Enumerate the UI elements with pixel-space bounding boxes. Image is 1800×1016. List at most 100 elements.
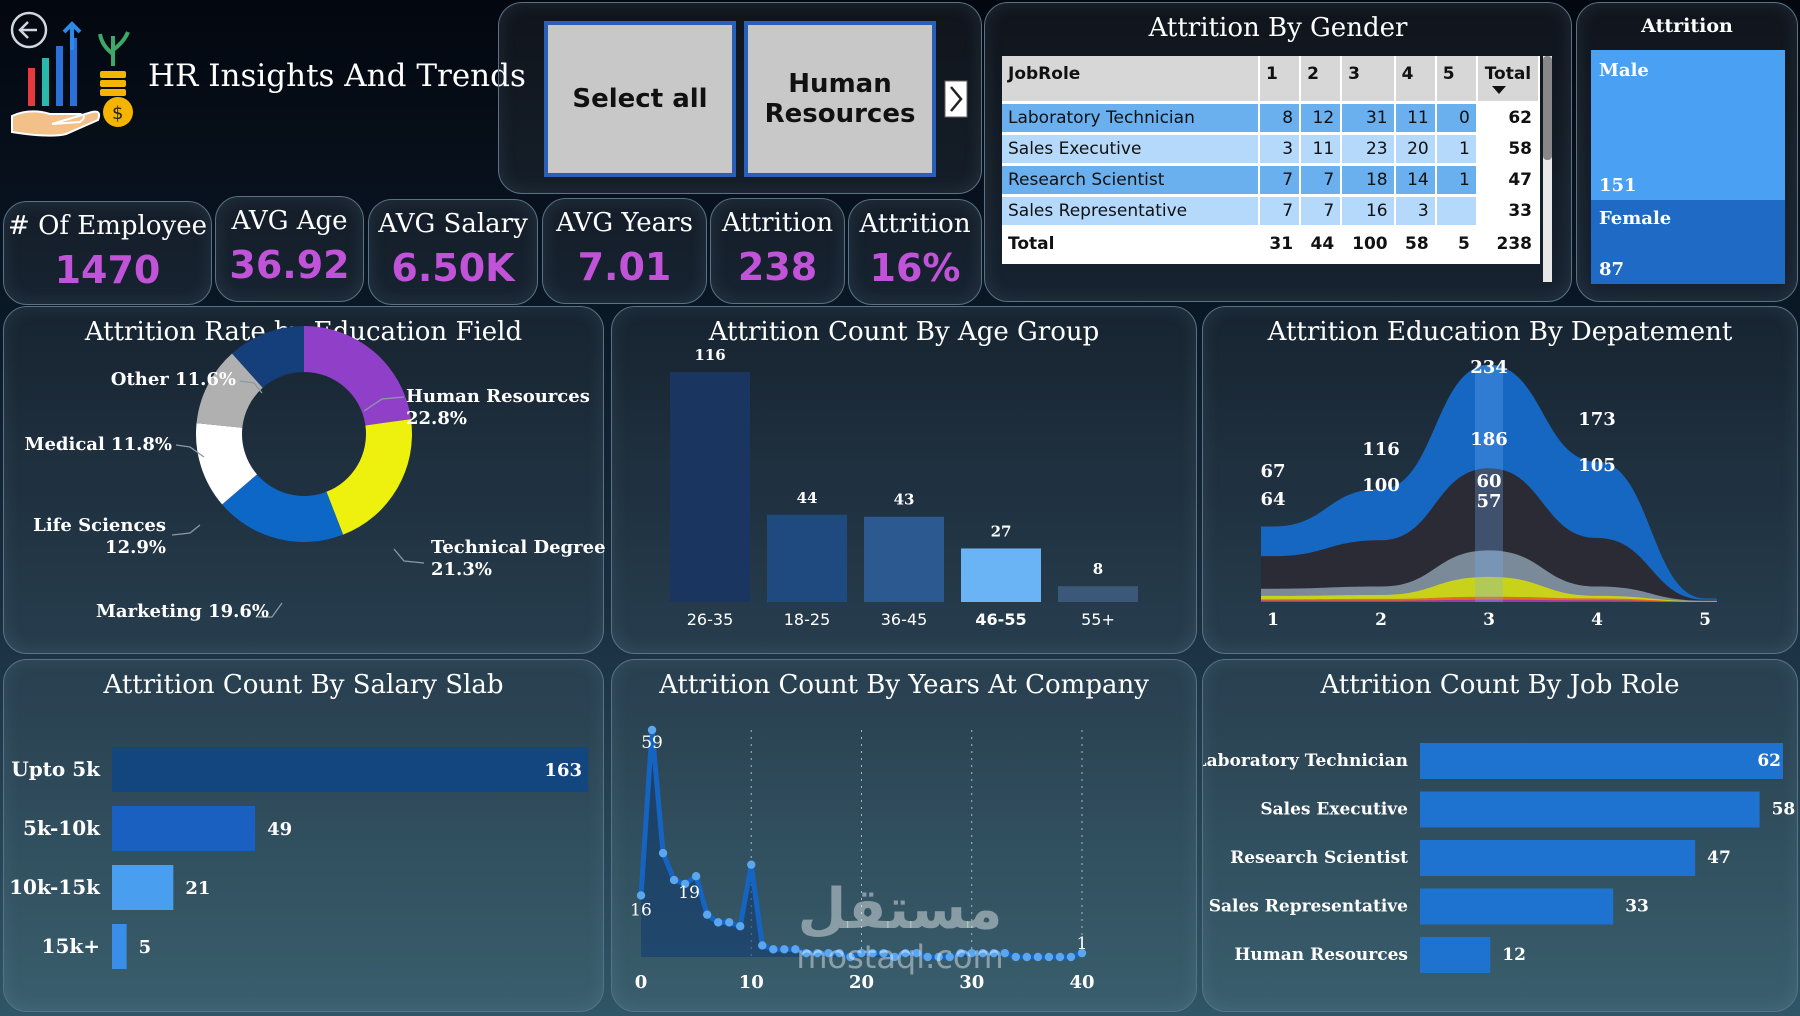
salary-bar[interactable]: [112, 924, 127, 969]
data-point[interactable]: [923, 952, 932, 962]
data-point[interactable]: [1077, 948, 1087, 958]
donut-label: Life Sciences: [33, 515, 166, 536]
table-row[interactable]: Research Scientist 7 7 18 14 1 47: [1002, 164, 1541, 197]
data-point[interactable]: [835, 948, 844, 958]
x-tick-label: 30: [959, 972, 984, 993]
header-col-4[interactable]: 4: [1394, 56, 1437, 104]
kpi-label: AVG Age: [231, 206, 348, 236]
job-role-bar[interactable]: [1420, 743, 1783, 779]
data-point[interactable]: [769, 945, 778, 954]
data-point[interactable]: [736, 922, 745, 931]
job-role-bar[interactable]: [1420, 840, 1696, 876]
job-role-bar[interactable]: [1420, 888, 1614, 925]
data-point[interactable]: [879, 948, 888, 958]
table-scrollbar[interactable]: [1543, 56, 1552, 282]
age-bar[interactable]: [864, 516, 944, 602]
data-point[interactable]: [1011, 952, 1021, 962]
point-label: 1: [1077, 934, 1088, 954]
header-col-1[interactable]: 1: [1258, 56, 1302, 104]
area-layer-4[interactable]: [1261, 576, 1717, 602]
salary-bar[interactable]: [112, 747, 588, 792]
data-point[interactable]: [1022, 952, 1032, 962]
donut-slice-human-resources[interactable]: [304, 326, 411, 426]
data-point[interactable]: [868, 948, 877, 958]
data-point[interactable]: [669, 875, 679, 885]
data-point[interactable]: [846, 952, 855, 962]
header-col-2[interactable]: 2: [1300, 56, 1343, 104]
data-point[interactable]: [967, 948, 976, 958]
data-point[interactable]: [934, 952, 943, 962]
data-point[interactable]: [1044, 952, 1054, 962]
area-layer-3[interactable]: [1261, 550, 1717, 602]
data-point[interactable]: [956, 948, 965, 958]
data-point[interactable]: [1000, 948, 1010, 958]
job-role-bar[interactable]: [1420, 791, 1760, 828]
leader-line: [258, 602, 283, 618]
treemap-male[interactable]: Male 151: [1591, 50, 1785, 200]
row-total: 33: [1476, 195, 1541, 228]
header-jobrole[interactable]: JobRole: [1002, 56, 1260, 104]
salary-bar[interactable]: [112, 865, 174, 910]
data-point[interactable]: [680, 879, 690, 889]
age-bar[interactable]: [961, 548, 1041, 602]
job-role-bar[interactable]: [1420, 937, 1491, 973]
data-point[interactable]: [747, 860, 756, 869]
donut-slice-life-sciences[interactable]: [195, 423, 257, 505]
data-point[interactable]: [1033, 952, 1043, 962]
area-layer-2[interactable]: [1261, 468, 1717, 602]
back-icon[interactable]: [9, 10, 49, 50]
data-point[interactable]: [989, 948, 998, 958]
data-point[interactable]: [945, 952, 954, 962]
data-point[interactable]: [813, 948, 822, 958]
data-point[interactable]: [791, 945, 800, 954]
data-point[interactable]: [1066, 952, 1076, 962]
header-col-3[interactable]: 3: [1341, 56, 1396, 104]
donut-label: Medical 11.8%: [25, 434, 172, 455]
donut-slice-marketing[interactable]: [222, 474, 344, 542]
human-resources-button[interactable]: Human Resources: [744, 21, 936, 177]
y-tick-label: Sales Executive: [1260, 800, 1408, 820]
data-point[interactable]: [780, 945, 789, 954]
table-row[interactable]: Laboratory Technician 8 12 31 11 0 62: [1002, 102, 1541, 135]
table-row[interactable]: Sales Representative 7 7 16 3 33: [1002, 195, 1541, 228]
x-tick-label: 4: [1591, 610, 1603, 630]
data-point[interactable]: [725, 918, 734, 927]
table-cell: 11: [1394, 102, 1437, 135]
data-point[interactable]: [978, 948, 987, 958]
y-tick-label: Upto 5k: [11, 757, 101, 781]
chevron-right-icon[interactable]: [944, 80, 968, 118]
leader-line: [171, 524, 201, 536]
data-point[interactable]: [758, 941, 767, 950]
data-point[interactable]: [912, 948, 921, 958]
data-point[interactable]: [802, 948, 811, 958]
donut-slice-technical-degree[interactable]: [326, 419, 413, 535]
data-point[interactable]: [691, 872, 701, 881]
age-bar[interactable]: [670, 372, 750, 602]
donut-slice-other[interactable]: [232, 326, 304, 388]
data-point[interactable]: [647, 725, 657, 735]
data-point[interactable]: [636, 891, 646, 900]
area-layer-6[interactable]: [1261, 599, 1717, 602]
data-point[interactable]: [824, 948, 833, 958]
header-col-5[interactable]: 5: [1435, 56, 1478, 104]
select-all-button[interactable]: Select all: [544, 21, 736, 177]
data-point[interactable]: [658, 848, 668, 858]
header-total[interactable]: Total: [1476, 56, 1541, 104]
table-row[interactable]: Sales Executive 3 11 23 20 1 58: [1002, 133, 1541, 166]
header-total-label: Total: [1484, 64, 1532, 84]
scrollbar-thumb[interactable]: [1543, 56, 1552, 160]
data-point[interactable]: [713, 918, 723, 927]
treemap-female[interactable]: Female 87: [1591, 200, 1785, 284]
data-point[interactable]: [857, 948, 866, 958]
table-cell: 31: [1341, 102, 1396, 135]
data-point[interactable]: [1055, 952, 1065, 962]
age-bar[interactable]: [767, 514, 847, 602]
data-point[interactable]: [890, 952, 899, 962]
bar-value-label: 5: [139, 937, 152, 958]
row-jobrole: Sales Executive: [1002, 133, 1260, 166]
salary-bar[interactable]: [112, 806, 256, 851]
donut-slice-medical[interactable]: [196, 353, 263, 428]
age-bar[interactable]: [1058, 586, 1138, 602]
data-point[interactable]: [702, 910, 712, 919]
data-point[interactable]: [901, 948, 910, 958]
